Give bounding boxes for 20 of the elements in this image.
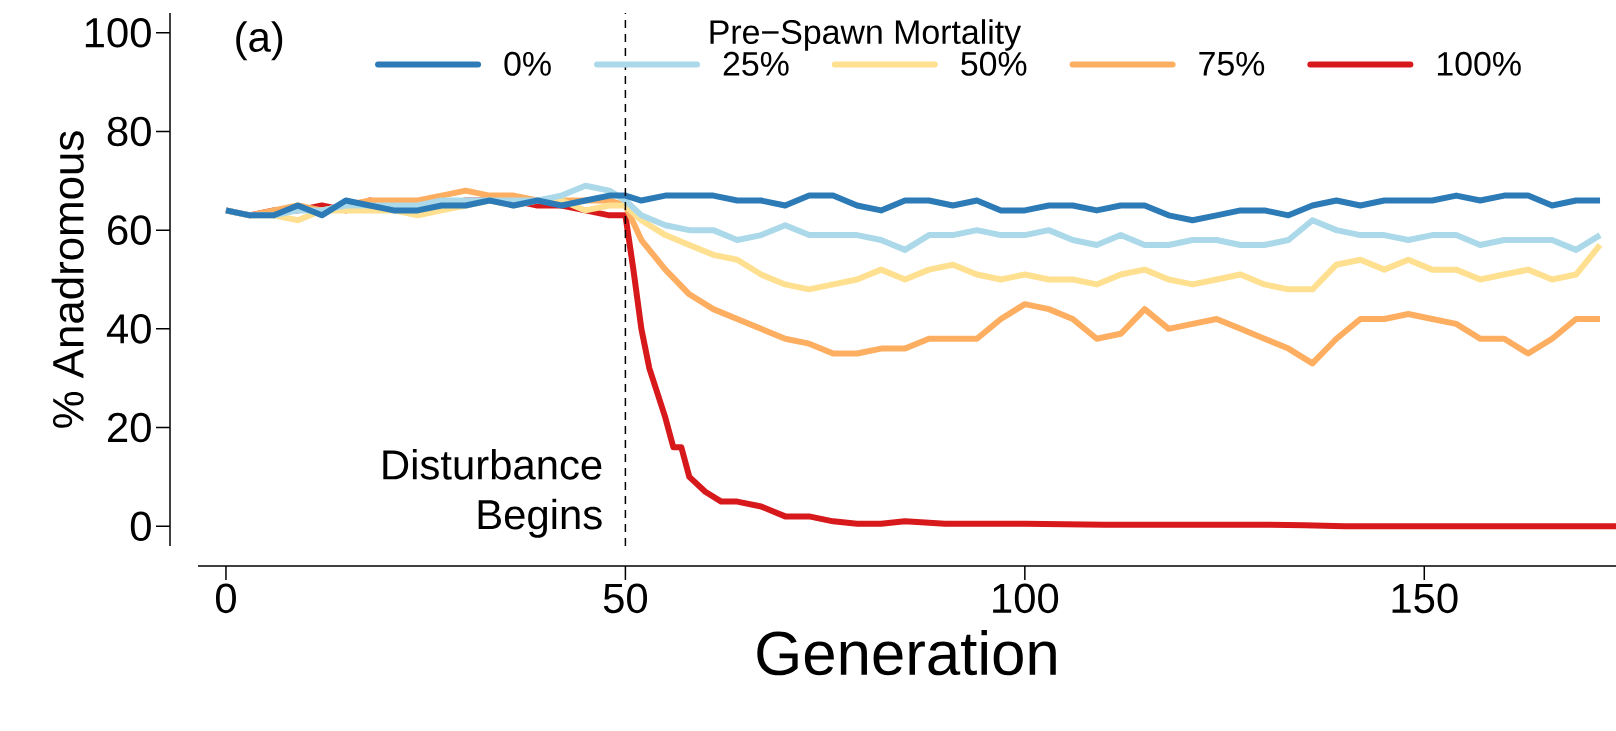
legend-label: 75% xyxy=(1199,51,1265,76)
legend-label: 50% xyxy=(961,51,1027,76)
y-tick-label: 60 xyxy=(108,215,151,245)
y-tick-label: 100 xyxy=(85,17,151,48)
x-tick-label: 0 xyxy=(215,583,236,614)
x-axis-title: Generation xyxy=(757,629,1056,676)
x-tick-label: 150 xyxy=(1392,583,1458,614)
y-axis-title: % Anadromous xyxy=(51,131,84,428)
annotation: (a) xyxy=(236,21,283,61)
x-tick-label: 50 xyxy=(603,583,648,614)
y-tick-label: 80 xyxy=(107,116,151,147)
x-tick-label: 100 xyxy=(993,583,1059,614)
legend-label: 100% xyxy=(1437,51,1521,76)
legend-label: 0% xyxy=(504,51,551,76)
ref-line-label: Disturbance Begins xyxy=(383,448,602,538)
legend-title: Pre−Spawn Mortality xyxy=(710,19,1022,51)
y-tick-label: 0 xyxy=(130,511,151,542)
legend-label: 25% xyxy=(723,51,789,76)
y-tick-label: 20 xyxy=(108,412,151,443)
y-tick-label: 40 xyxy=(106,314,151,344)
